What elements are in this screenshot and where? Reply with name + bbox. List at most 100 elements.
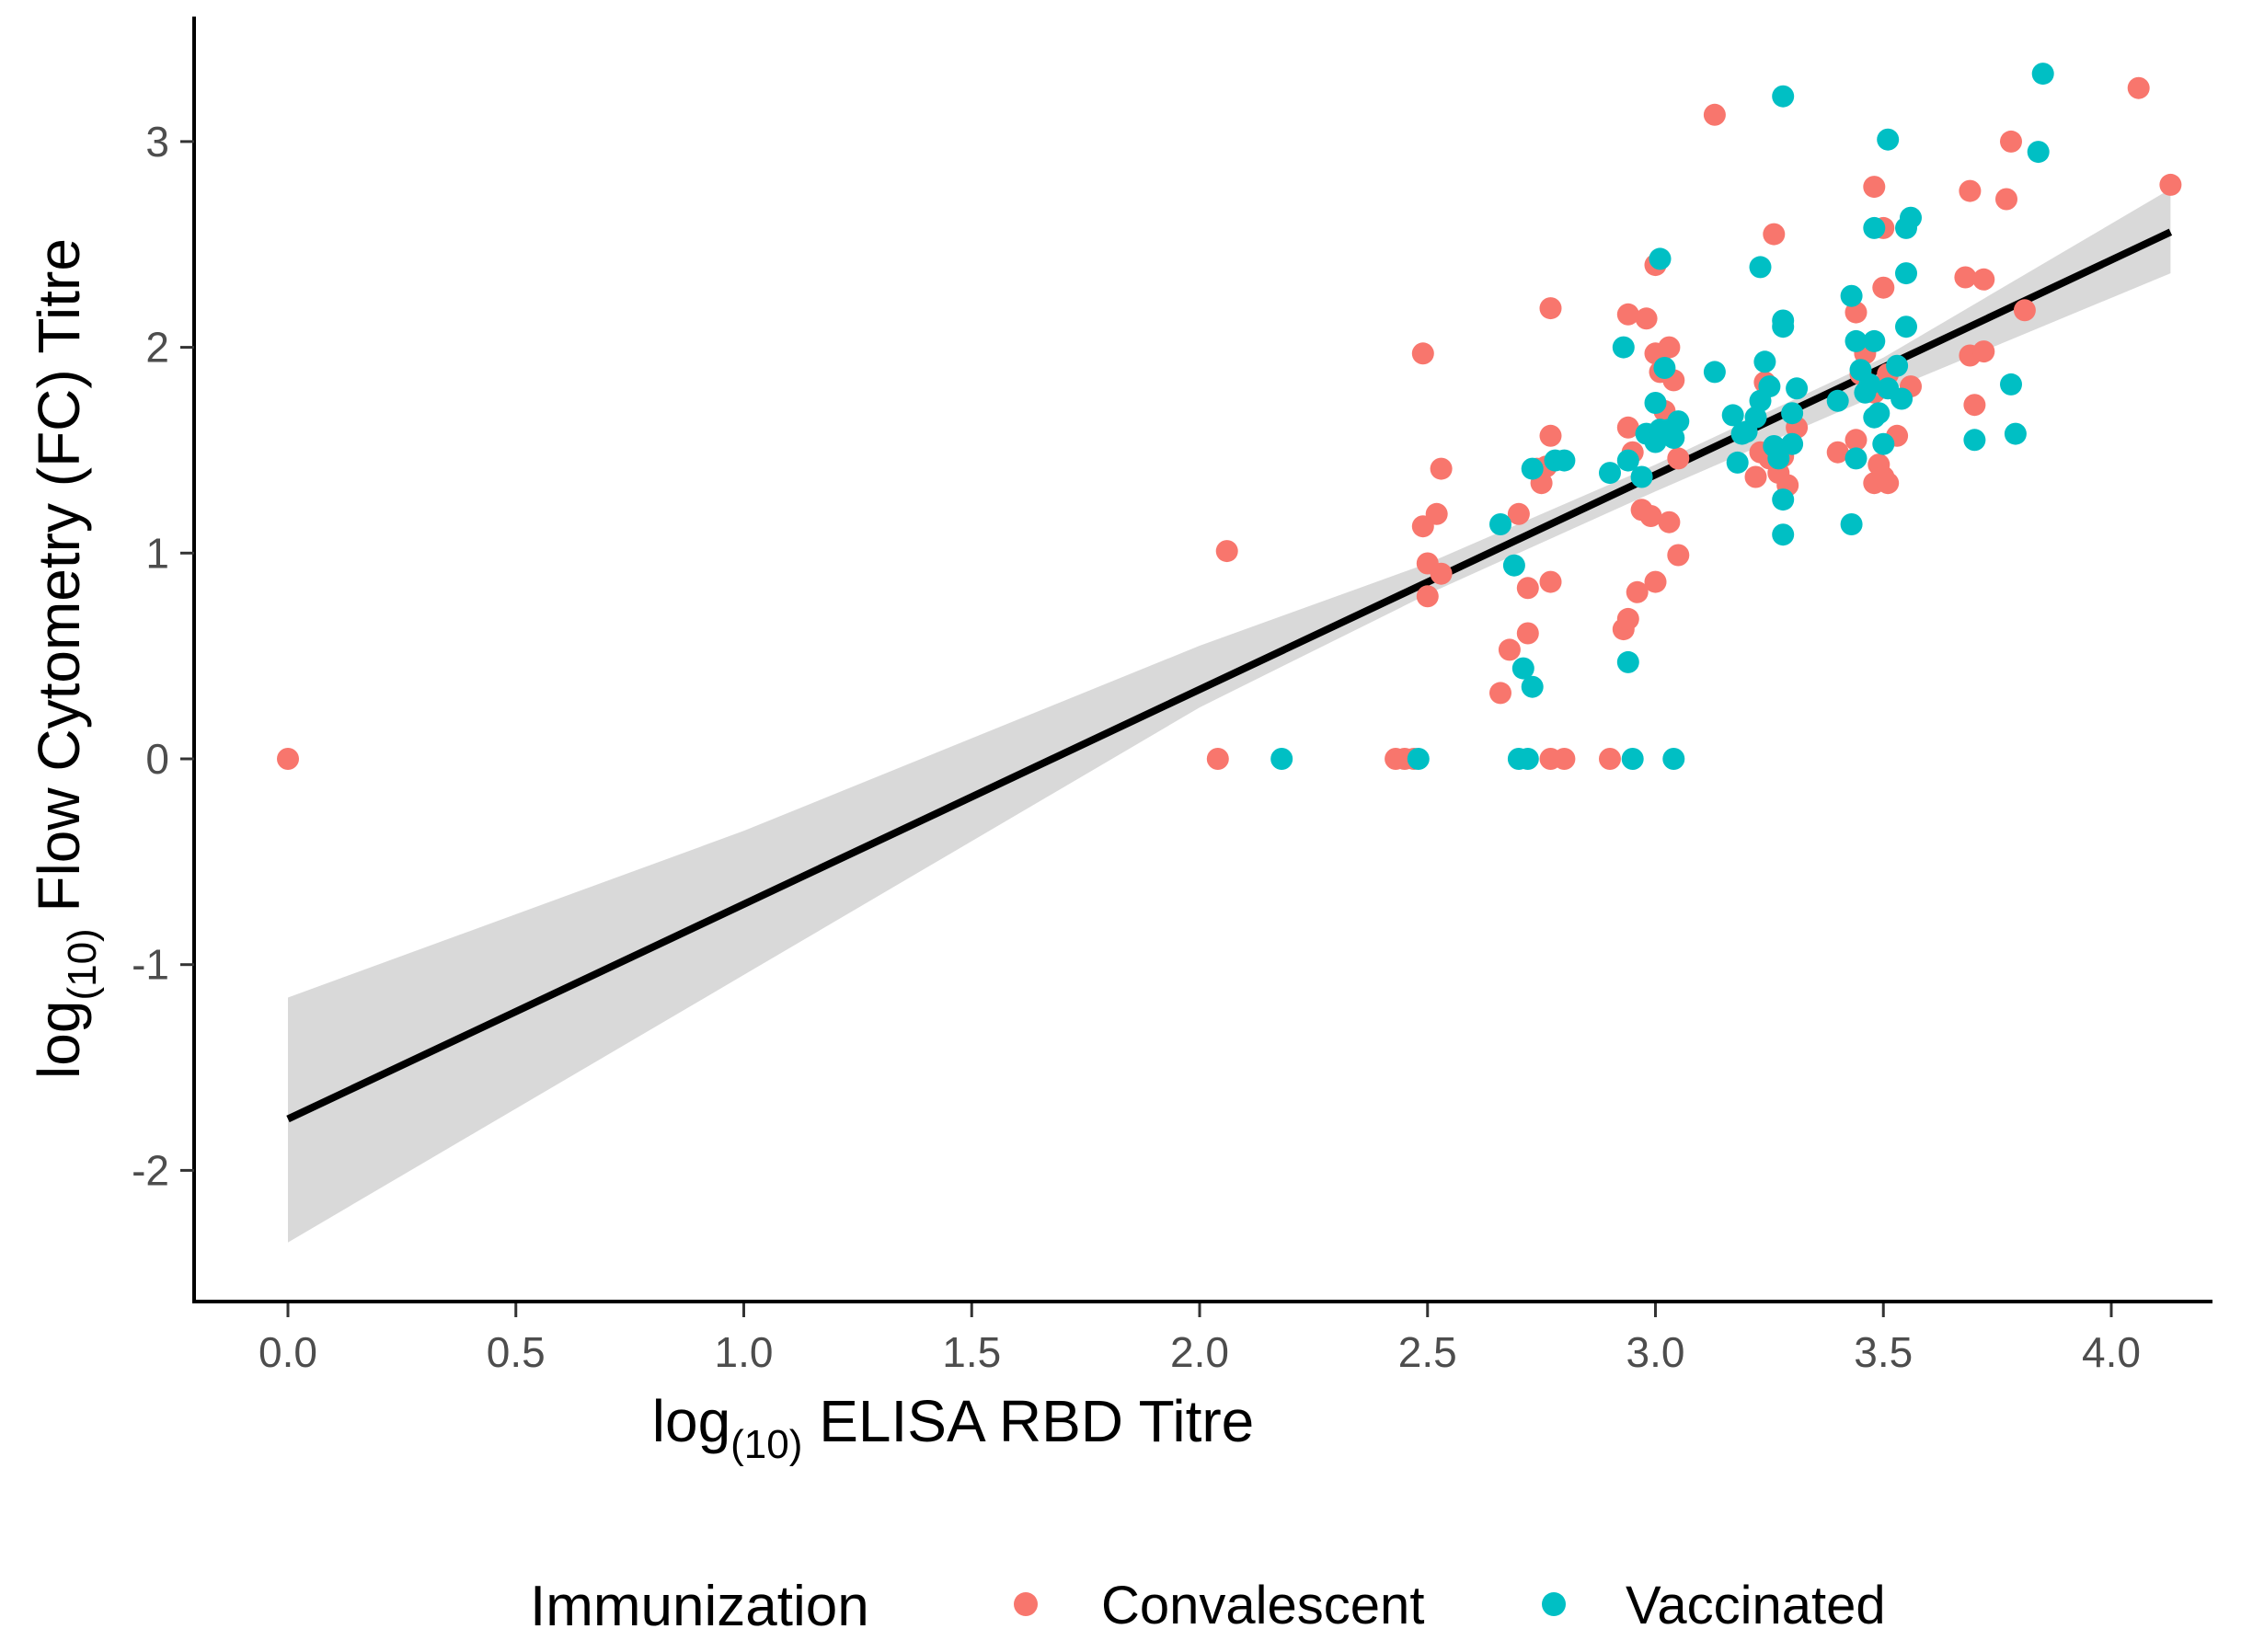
point-convalescent-10	[1425, 502, 1448, 525]
point-convalescent-12	[1430, 562, 1453, 585]
point-vaccinated-57	[1863, 216, 1886, 239]
point-vaccinated-36	[1758, 375, 1781, 398]
point-vaccinated-59	[1872, 432, 1895, 455]
y-axis-title: log(10) Flow Cytometry (FC) Titre	[26, 238, 105, 1079]
point-vaccinated-42	[1772, 309, 1795, 332]
confidence-band-layer	[288, 189, 2171, 1243]
point-convalescent-66	[1872, 276, 1895, 299]
point-vaccinated-46	[1772, 85, 1795, 108]
point-vaccinated-16	[1630, 465, 1653, 488]
point-convalescent-0	[277, 748, 299, 770]
point-convalescent-57	[1845, 429, 1868, 452]
point-convalescent-74	[1959, 179, 1982, 202]
point-convalescent-16	[1516, 622, 1539, 645]
point-vaccinated-29	[1726, 451, 1749, 474]
point-vaccinated-27	[1703, 361, 1726, 384]
point-vaccinated-38	[1767, 447, 1790, 470]
point-vaccinated-15	[1621, 748, 1644, 770]
point-vaccinated-25	[1662, 748, 1685, 770]
x-axis-title: log(10) ELISA RBD Titre	[652, 1388, 1255, 1467]
y-tick-label: -2	[132, 1146, 169, 1194]
point-convalescent-56	[1826, 441, 1849, 464]
point-vaccinated-11	[1599, 462, 1621, 485]
x-tick-label: 4.0	[2082, 1328, 2141, 1376]
point-convalescent-11	[1430, 457, 1453, 480]
point-vaccinated-62	[1886, 354, 1909, 377]
point-vaccinated-35	[1753, 350, 1776, 373]
point-convalescent-2	[1215, 540, 1238, 563]
point-vaccinated-69	[2004, 422, 2027, 445]
point-convalescent-22	[1539, 570, 1562, 593]
point-vaccinated-45	[1786, 377, 1809, 400]
point-convalescent-15	[1507, 502, 1530, 525]
y-axis-title-log: log	[26, 1001, 92, 1079]
point-convalescent-34	[1635, 307, 1658, 330]
point-vaccinated-34	[1749, 256, 1772, 279]
point-convalescent-75	[1963, 394, 1986, 417]
point-vaccinated-50	[1845, 447, 1868, 470]
point-convalescent-8	[1416, 585, 1439, 608]
point-convalescent-23	[1539, 297, 1562, 320]
point-vaccinated-28	[1721, 404, 1744, 427]
point-vaccinated-61	[1877, 128, 1900, 151]
point-convalescent-14	[1498, 638, 1521, 661]
point-vaccinated-51	[1845, 329, 1868, 352]
x-tick-label: 2.5	[1398, 1328, 1457, 1376]
point-vaccinated-40	[1772, 488, 1795, 511]
point-convalescent-44	[1667, 544, 1690, 567]
point-vaccinated-10	[1553, 449, 1576, 472]
point-vaccinated-20	[1649, 247, 1672, 270]
point-convalescent-45	[1667, 447, 1690, 470]
point-vaccinated-47	[1826, 389, 1849, 412]
y-axis-title-subscript: (10)	[60, 928, 105, 1000]
point-vaccinated-39	[1772, 523, 1795, 546]
x-axis-title-log: log	[652, 1388, 730, 1454]
x-tick-label: 0.5	[487, 1328, 546, 1376]
point-convalescent-21	[1539, 424, 1562, 447]
legend-key-convalescent	[1014, 1592, 1038, 1616]
point-convalescent-41	[1658, 511, 1681, 533]
point-convalescent-13	[1489, 682, 1511, 705]
legend-key-vaccinated	[1542, 1592, 1566, 1616]
x-tick-label: 3.0	[1626, 1328, 1685, 1376]
point-convalescent-38	[1644, 570, 1667, 593]
point-convalescent-80	[2013, 299, 2036, 322]
point-vaccinated-0	[1270, 748, 1293, 770]
point-convalescent-47	[1744, 465, 1767, 488]
x-axis-title-text: ELISA RBD Titre	[802, 1388, 1254, 1454]
point-convalescent-79	[2000, 130, 2022, 153]
point-vaccinated-54	[1858, 373, 1881, 396]
point-vaccinated-70	[2027, 141, 2050, 164]
point-vaccinated-63	[1890, 387, 1913, 410]
point-vaccinated-66	[1895, 262, 1917, 285]
legend-title: Immunization	[530, 1575, 869, 1638]
point-convalescent-17	[1516, 577, 1539, 600]
x-tick-label: 2.0	[1170, 1328, 1229, 1376]
point-vaccinated-1	[1407, 748, 1430, 770]
point-vaccinated-71	[2031, 63, 2054, 86]
point-vaccinated-5	[1511, 657, 1534, 680]
point-convalescent-72	[1954, 266, 1977, 289]
point-vaccinated-13	[1616, 650, 1639, 673]
point-vaccinated-44	[1781, 432, 1804, 455]
point-vaccinated-55	[1863, 329, 1886, 352]
point-convalescent-76	[1972, 268, 1995, 291]
y-tick-label: 2	[145, 324, 169, 372]
point-convalescent-32	[1626, 580, 1649, 603]
point-vaccinated-48	[1840, 513, 1863, 535]
point-convalescent-1	[1206, 748, 1229, 770]
y-tick-label: 0	[145, 735, 169, 783]
point-vaccinated-67	[1900, 206, 1922, 229]
legend-label-vaccinated: Vaccinated	[1626, 1576, 1886, 1635]
point-vaccinated-22	[1653, 357, 1676, 379]
point-vaccinated-14	[1616, 449, 1639, 472]
legend-label-convalescent: Convalescent	[1101, 1576, 1424, 1635]
point-vaccinated-68	[2000, 373, 2022, 396]
x-tick-label: 0.0	[259, 1328, 317, 1376]
data-points-layer	[277, 63, 2182, 770]
point-vaccinated-2	[1489, 513, 1511, 535]
point-convalescent-82	[2159, 173, 2182, 196]
point-vaccinated-19	[1644, 392, 1667, 414]
y-tick-label: -1	[132, 941, 169, 989]
